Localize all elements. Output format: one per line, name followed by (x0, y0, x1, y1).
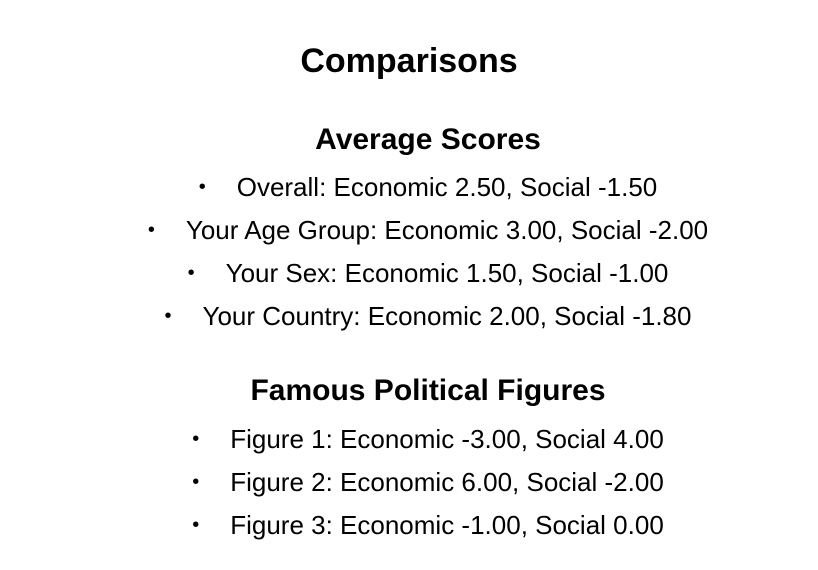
average-scores-list: • Overall: Economic 2.50, Social -1.50 • Y… (0, 166, 818, 338)
list-item: • Your Country: Economic 2.00, Social -1.… (0, 295, 818, 338)
bullet-icon: • (147, 219, 155, 241)
list-item: • Overall: Economic 2.50, Social -1.50 (0, 166, 818, 209)
bullet-icon: • (198, 176, 206, 198)
famous-figures-heading: Famous Political Figures (250, 374, 606, 407)
average-scores-heading: Average Scores (315, 123, 541, 156)
figure-1-score: Figure 1: Economic -3.00, Social 4.00 (230, 424, 664, 454)
list-item: • Figure 2: Economic 6.00, Social -2.00 (0, 461, 818, 504)
bullet-icon: • (164, 305, 172, 327)
average-score-age-group: Your Age Group: Economic 3.00, Social -2… (185, 215, 709, 245)
average-score-overall: Overall: Economic 2.50, Social -1.50 (236, 172, 658, 202)
list-item: • Your Sex: Economic 1.50, Social -1.00 (0, 252, 818, 295)
average-score-country: Your Country: Economic 2.00, Social -1.8… (202, 301, 692, 331)
figure-3-score: Figure 3: Economic -1.00, Social 0.00 (230, 510, 664, 540)
list-item: • Figure 3: Economic -1.00, Social 0.00 (0, 504, 818, 547)
average-score-sex: Your Sex: Economic 1.50, Social -1.00 (225, 258, 669, 288)
list-item: • Figure 1: Economic -3.00, Social 4.00 (0, 418, 818, 461)
figure-2-score: Figure 2: Economic 6.00, Social -2.00 (230, 467, 664, 497)
famous-figures-list: • Figure 1: Economic -3.00, Social 4.00 •… (0, 418, 818, 547)
bullet-icon: • (192, 428, 200, 450)
bullet-icon: • (192, 471, 200, 493)
bullet-icon: • (187, 262, 195, 284)
bullet-icon: • (192, 514, 200, 536)
list-item: • Your Age Group: Economic 3.00, Social -… (0, 209, 818, 252)
page-title: Comparisons (300, 42, 518, 80)
